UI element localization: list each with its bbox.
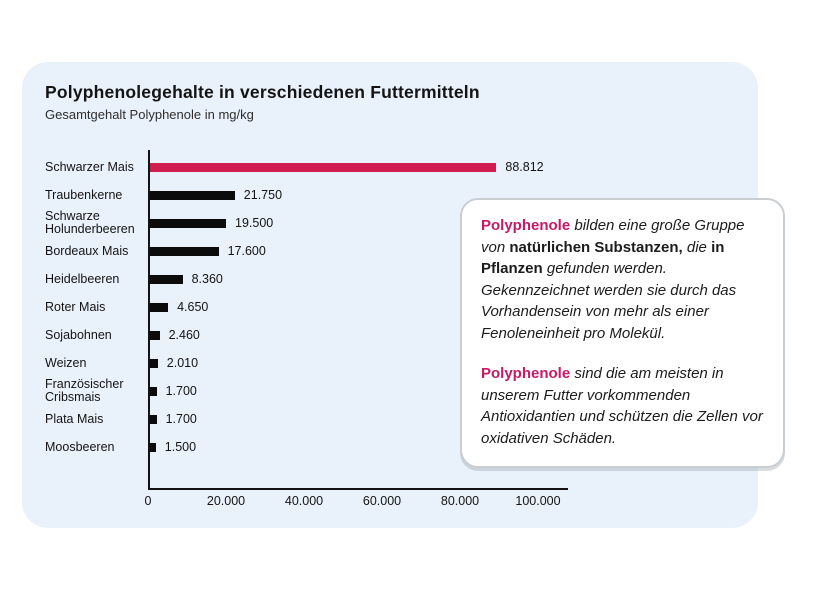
x-tick-label: 40.000 xyxy=(284,494,324,508)
category-label: Heidelbeeren xyxy=(45,271,120,286)
text-segment: gefunden werden. Gekennzeichnet werden s… xyxy=(481,260,737,342)
info-paragraph: Polyphenole sind die am meisten in unser… xyxy=(481,363,764,449)
x-tick-label: 0 xyxy=(144,494,152,508)
value-label: 17.600 xyxy=(227,244,266,258)
chart-row: Bordeaux Mais 17.600 xyxy=(45,237,605,265)
bar xyxy=(150,442,156,452)
value-label: 1.700 xyxy=(165,412,197,426)
chart-row: Roter Mais 4.650 xyxy=(45,293,605,321)
bar xyxy=(150,386,157,396)
value-label: 4.650 xyxy=(177,300,209,314)
value-label: 2.460 xyxy=(168,328,200,342)
bar xyxy=(150,246,219,256)
chart-row: Sojabohnen 2.460 xyxy=(45,321,605,349)
text-segment: sind die am meisten in unserem Futter vo… xyxy=(481,365,763,447)
value-label: 1.500 xyxy=(164,440,197,454)
chart-row: Französischer Cribsmais 1.700 xyxy=(45,377,605,405)
category-label: Moosbeeren xyxy=(45,439,115,454)
chart-row: Schwarze Holunderbeeren 19.500 xyxy=(45,209,605,237)
value-label: 88.812 xyxy=(505,160,544,174)
category-label: Französischer Cribsmais xyxy=(45,377,124,404)
category-label: Plata Mais xyxy=(45,411,104,426)
value-label: 8.360 xyxy=(191,272,223,286)
x-tick-label: 20.000 xyxy=(206,494,246,508)
text-segment: in Pflanzen xyxy=(481,238,725,278)
info-paragraphs: Polyphenole bilden eine große Gruppe von… xyxy=(481,215,764,449)
chart-axes xyxy=(148,150,568,490)
bar xyxy=(150,358,158,368)
bar xyxy=(150,302,169,312)
bar-chart: Schwarzer Mais 88.812 Traubenkerne 21.750 Sc… xyxy=(45,150,605,512)
accent-term: Polyphenole xyxy=(481,365,571,382)
category-label: Bordeaux Mais xyxy=(45,243,129,258)
category-label: Schwarzer Mais xyxy=(45,159,134,174)
bar xyxy=(150,330,160,340)
x-tick-label: 100.000 xyxy=(515,494,561,508)
info-paragraph: Polyphenole bilden eine große Gruppe von… xyxy=(481,215,764,344)
bar xyxy=(150,274,183,284)
x-tick-label: 60.000 xyxy=(362,494,402,508)
chart-row: Moosbeeren 1.500 xyxy=(45,433,605,461)
info-box: Polyphenole bilden eine große Gruppe von… xyxy=(460,198,785,468)
category-label: Weizen xyxy=(45,355,87,370)
text-segment: natürlichen Substanzen, xyxy=(509,238,683,256)
chart-rows: Schwarzer Mais 88.812 Traubenkerne 21.750 Sc… xyxy=(45,153,605,461)
x-axis-ticks: 0 20.000 40.000 60.000 80.000 100.000 xyxy=(45,494,605,512)
bar xyxy=(150,218,226,228)
value-label: 1.700 xyxy=(165,384,197,398)
value-label: 21.750 xyxy=(243,188,283,202)
category-label: Roter Mais xyxy=(45,299,106,314)
chart-row: Traubenkerne 21.750 xyxy=(45,181,605,209)
x-tick-label: 80.000 xyxy=(440,494,480,508)
chart-subtitle: Gesamtgehalt Polyphenole in mg/kg xyxy=(45,107,254,122)
text-segment: die xyxy=(682,238,712,256)
accent-term: Polyphenole xyxy=(481,217,571,234)
bar xyxy=(150,414,157,424)
value-label: 19.500 xyxy=(235,216,274,230)
chart-row: Heidelbeeren 8.360 xyxy=(45,265,605,293)
chart-row: Plata Mais 1.700 xyxy=(45,405,605,433)
text-segment: bilden eine große Gruppe von xyxy=(481,217,745,256)
category-label: Sojabohnen xyxy=(45,327,112,342)
value-label: 2.010 xyxy=(166,356,199,370)
chart-row: Weizen 2.010 xyxy=(45,349,605,377)
chart-title: Polyphenolegehalte in verschiedenen Futt… xyxy=(45,82,480,102)
category-label: Schwarze Holunderbeeren xyxy=(45,209,135,236)
bar xyxy=(150,190,235,200)
category-label: Traubenkerne xyxy=(45,187,123,202)
bar xyxy=(150,162,497,172)
chart-row: Schwarzer Mais 88.812 xyxy=(45,153,605,181)
